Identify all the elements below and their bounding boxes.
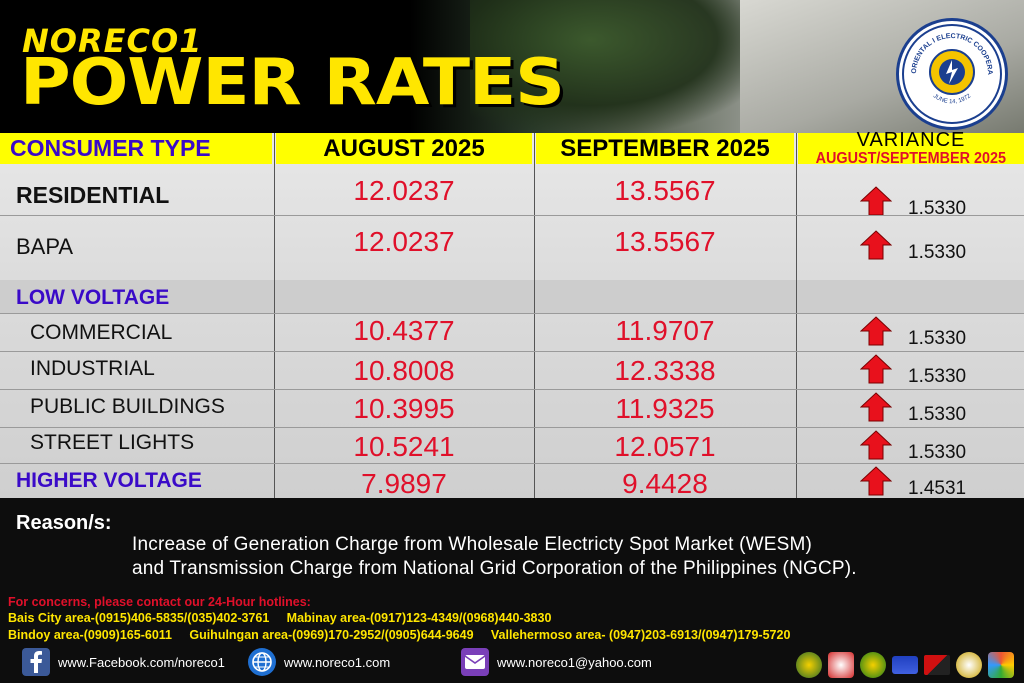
variance-value: 1.5330 <box>908 198 967 219</box>
row-label: HIGHER VOLTAGE <box>16 469 202 492</box>
august-rate: 12.0237 <box>353 175 455 206</box>
variance-value: 1.5330 <box>908 328 967 349</box>
header-august: AUGUST 2025 <box>276 133 532 164</box>
increase-arrow-icon <box>860 430 892 460</box>
increase-arrow-icon <box>860 354 892 384</box>
row-divider <box>0 351 1024 352</box>
variance-value: 1.5330 <box>908 442 967 463</box>
reason-line-1: Increase of Generation Charge from Whole… <box>132 534 813 555</box>
august-rate: 10.8008 <box>353 355 455 386</box>
email-address[interactable]: www.noreco1@yahoo.com <box>497 654 652 670</box>
hotlines-line-1: Bais City area-(0915)406-5835/(035)402-3… <box>8 611 552 625</box>
website-link[interactable]: www.noreco1.com <box>248 648 390 676</box>
august-rate: 10.3995 <box>353 393 455 424</box>
variance-cell: 1.5330 <box>860 186 966 219</box>
increase-arrow-icon <box>860 230 892 260</box>
increase-arrow-icon <box>860 466 892 496</box>
column-divider <box>274 133 275 498</box>
variance-title: VARIANCE <box>856 129 966 151</box>
variance-cell: 1.5330 <box>860 316 966 349</box>
partner-logos <box>796 652 1014 678</box>
page-title: POWER RATES <box>20 46 565 120</box>
august-rate: 12.0237 <box>353 226 455 257</box>
mail-icon <box>461 648 489 676</box>
globe-icon <box>248 648 276 676</box>
partner-logo-5 <box>924 655 950 675</box>
partner-logo-1 <box>796 652 822 678</box>
table-row: PUBLIC BUILDINGS 10.3995 11.9325 1.5330 <box>0 390 1024 428</box>
cooperative-logo: NEGROS ORIENTAL I ELECTRIC COOPERATIVE I… <box>896 18 1008 130</box>
website-url[interactable]: www.noreco1.com <box>284 654 391 670</box>
rates-table: CONSUMER TYPE AUGUST 2025 SEPTEMBER 2025… <box>0 129 1024 499</box>
variance-cell: 1.5330 <box>860 354 966 387</box>
increase-arrow-icon <box>860 316 892 346</box>
partner-logo-7 <box>988 652 1014 678</box>
variance-cell: 1.5330 <box>860 230 966 263</box>
reason-title: Reason/s: <box>16 512 112 534</box>
september-rate: 9.4428 <box>622 468 708 499</box>
row-divider <box>0 215 1024 216</box>
low-voltage-band <box>0 280 1024 314</box>
trees-photo <box>470 0 770 133</box>
august-rate: 10.4377 <box>353 315 455 346</box>
partner-logo-2 <box>828 652 854 678</box>
september-rate: 13.5567 <box>614 226 716 257</box>
september-rate: 11.9707 <box>615 315 715 346</box>
row-divider <box>0 427 1024 428</box>
section-label-low-voltage: LOW VOLTAGE <box>16 286 170 309</box>
partner-logo-3 <box>860 652 886 678</box>
row-label: BAPA <box>16 234 74 259</box>
row-label: COMMERCIAL <box>30 321 173 344</box>
cooperative-seal-icon: NEGROS ORIENTAL I ELECTRIC COOPERATIVE I… <box>900 22 1002 124</box>
september-rate: 11.9325 <box>615 393 715 424</box>
row-divider <box>0 463 1024 464</box>
variance-cell: 1.5330 <box>860 430 966 463</box>
row-label: PUBLIC BUILDINGS <box>30 395 225 418</box>
variance-value: 1.5330 <box>908 404 967 425</box>
facebook-icon <box>22 648 50 676</box>
august-rate: 10.5241 <box>353 431 455 462</box>
facebook-url[interactable]: www.Facebook.com/noreco1 <box>58 654 225 670</box>
row-label: STREET LIGHTS <box>30 431 195 454</box>
variance-value: 1.5330 <box>908 366 967 387</box>
row-label: RESIDENTIAL <box>16 182 170 208</box>
variance-cell: 1.5330 <box>860 392 966 425</box>
email-link[interactable]: www.noreco1@yahoo.com <box>461 648 652 676</box>
hotlines-title: For concerns, please contact our 24-Hour… <box>8 595 311 609</box>
september-rate: 12.3338 <box>614 355 716 386</box>
partner-logo-6 <box>956 652 982 678</box>
table-row: BAPA 12.0237 13.5567 1.5330 <box>0 216 1024 264</box>
partner-logo-4 <box>892 656 918 674</box>
table-section-row: LOW VOLTAGE <box>0 280 1024 314</box>
header-consumer-type: CONSUMER TYPE <box>0 133 272 164</box>
table-row: STREET LIGHTS 10.5241 12.0571 1.5330 <box>0 428 1024 464</box>
hotlines-line-2: Bindoy area-(0909)165-6011 Guihulngan ar… <box>8 628 791 642</box>
variance-value: 1.5330 <box>908 242 967 263</box>
row-label: INDUSTRIAL <box>30 357 155 380</box>
header-background-photo <box>0 0 1024 133</box>
reason-line-2: and Transmission Charge from National Gr… <box>132 558 857 579</box>
table-row: INDUSTRIAL 10.8008 12.3338 1.5330 <box>0 352 1024 390</box>
header-september: SEPTEMBER 2025 <box>536 133 794 164</box>
row-divider <box>0 313 1024 314</box>
increase-arrow-icon <box>860 392 892 422</box>
column-divider <box>534 133 535 498</box>
august-rate: 7.9897 <box>361 468 447 499</box>
table-row: HIGHER VOLTAGE 7.9897 9.4428 1.4531 <box>0 464 1024 499</box>
header-variance: VARIANCE AUGUST/SEPTEMBER 2025 <box>798 129 1024 167</box>
variance-cell: 1.4531 <box>860 466 966 499</box>
september-rate: 13.5567 <box>614 175 716 206</box>
increase-arrow-icon <box>860 186 892 216</box>
facebook-link[interactable]: www.Facebook.com/noreco1 <box>22 648 225 676</box>
row-divider <box>0 389 1024 390</box>
table-row: COMMERCIAL 10.4377 11.9707 1.5330 <box>0 314 1024 352</box>
column-divider <box>796 133 797 498</box>
variance-subtitle: AUGUST/SEPTEMBER 2025 <box>815 150 1007 167</box>
table-row: RESIDENTIAL 12.0237 13.5567 1.5330 <box>0 164 1024 219</box>
variance-value: 1.4531 <box>908 478 967 499</box>
september-rate: 12.0571 <box>614 431 716 462</box>
brand-name: NORECO1 <box>22 22 203 60</box>
